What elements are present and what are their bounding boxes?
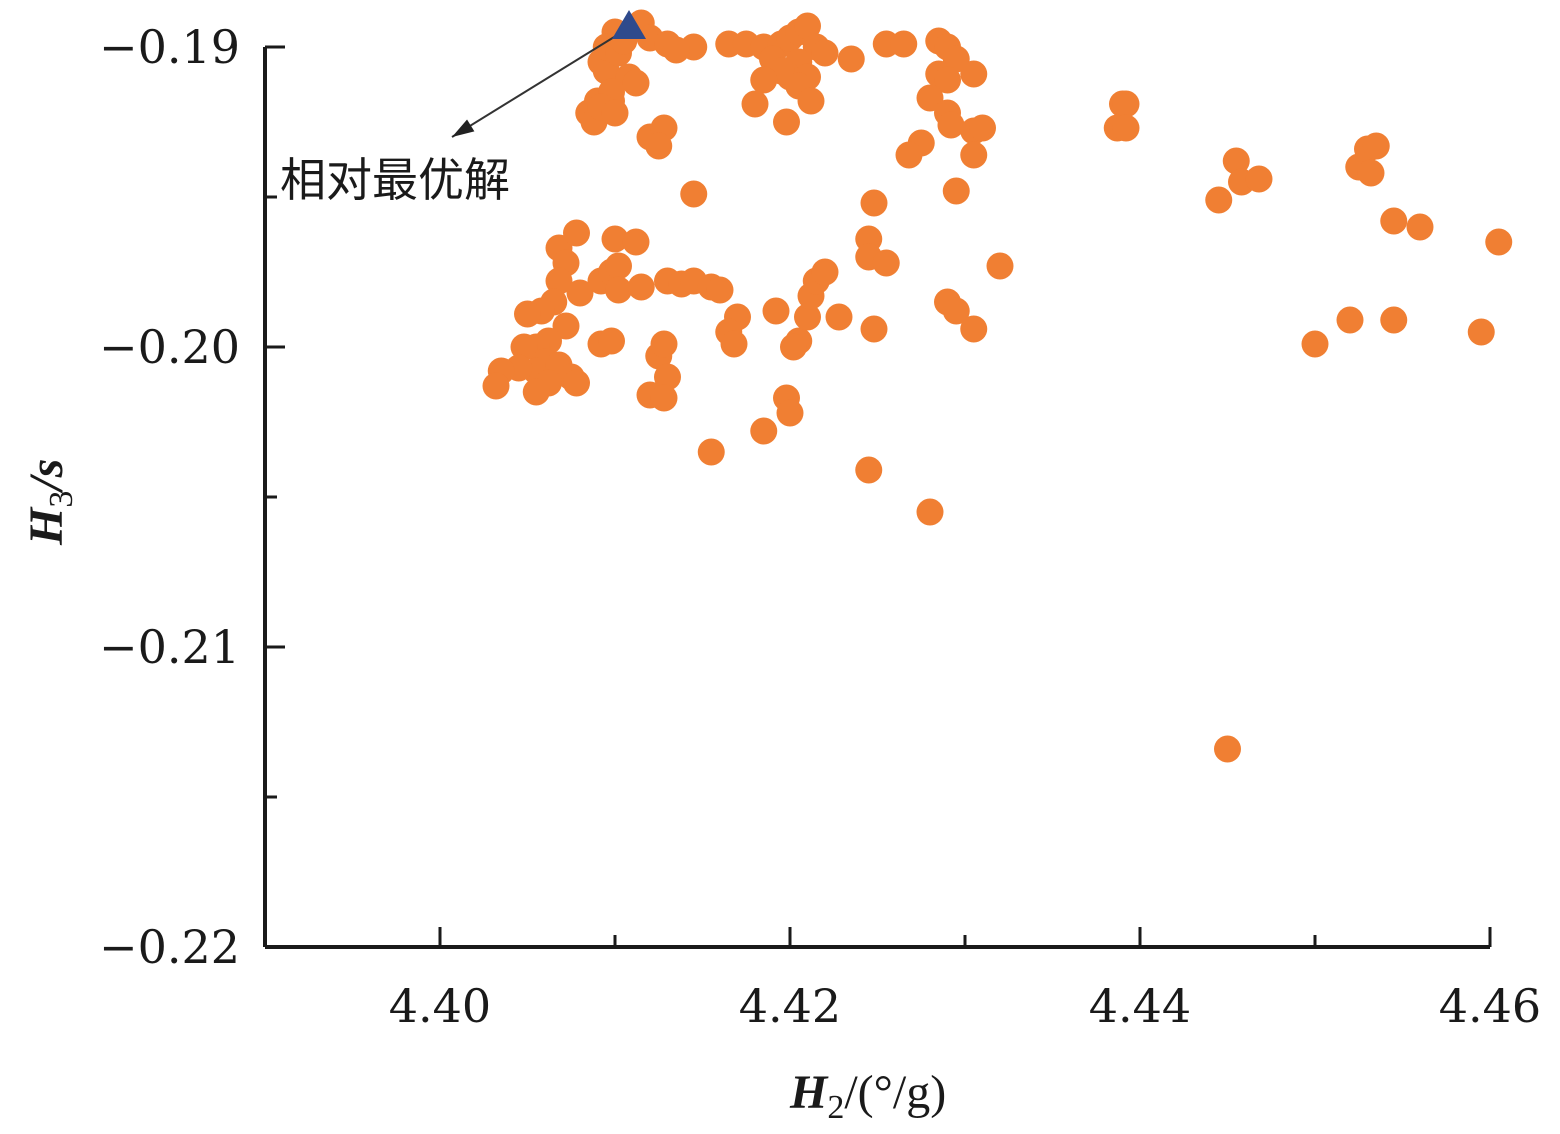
y-axis-title: H3/s bbox=[20, 459, 80, 546]
scatter-point bbox=[545, 267, 573, 295]
annotation-arrow bbox=[451, 33, 620, 138]
x-tick-label: 4.40 bbox=[389, 979, 491, 1033]
scatter-point bbox=[627, 273, 655, 301]
scatter-point bbox=[1485, 228, 1513, 256]
scatter-point bbox=[1222, 147, 1250, 175]
scatter-point bbox=[720, 330, 748, 358]
scatter-point bbox=[860, 189, 888, 217]
scatter-point bbox=[1380, 306, 1408, 334]
scatter-point bbox=[780, 333, 807, 361]
x-tick-label: 4.44 bbox=[1089, 979, 1191, 1033]
scatter-point bbox=[937, 111, 965, 139]
ticks: 4.40 4.42 4.44 4.46 −0.19 −0.20 −0.21 −0.22 bbox=[99, 20, 1541, 1033]
x-axis-sub: 2 bbox=[827, 1089, 844, 1126]
scatter-point bbox=[1357, 159, 1385, 187]
scatter-point bbox=[960, 315, 988, 343]
scatter-point bbox=[762, 297, 790, 325]
scatter-point bbox=[942, 297, 970, 325]
scatter-point bbox=[837, 45, 865, 73]
data-points bbox=[482, 9, 1513, 763]
scatter-point bbox=[566, 279, 594, 307]
scatter-point bbox=[797, 87, 825, 115]
optimum-marker-icon bbox=[612, 10, 646, 39]
annotation-text: 相对最优解 bbox=[280, 153, 510, 207]
scatter-point bbox=[750, 66, 778, 94]
scatter-point bbox=[825, 303, 853, 331]
scatter-point bbox=[1301, 330, 1329, 358]
scatter-point bbox=[960, 141, 988, 169]
scatter-point bbox=[1112, 114, 1140, 142]
scatter-point bbox=[969, 114, 996, 142]
scatter-point bbox=[563, 219, 590, 247]
scatter-point bbox=[741, 90, 769, 118]
y-tick-label: −0.20 bbox=[99, 320, 240, 374]
scatter-point bbox=[1467, 318, 1495, 346]
scatter-point bbox=[776, 399, 804, 427]
scatter-point bbox=[605, 276, 632, 304]
scatter-point bbox=[895, 141, 923, 169]
scatter-point bbox=[706, 276, 734, 304]
scatter-point bbox=[794, 12, 821, 40]
scatter-point bbox=[750, 417, 778, 445]
scatter-point bbox=[601, 225, 629, 253]
scatter-point bbox=[773, 108, 800, 136]
scatter-point bbox=[942, 177, 970, 205]
scatter-point bbox=[482, 372, 510, 400]
scatter-point bbox=[916, 84, 944, 112]
scatter-point bbox=[872, 249, 900, 277]
scatter-point bbox=[510, 333, 538, 361]
scatter-point bbox=[697, 438, 725, 466]
scatter-point bbox=[654, 363, 681, 391]
scatter-point bbox=[622, 69, 650, 97]
y-axis-unit: /s bbox=[20, 459, 73, 494]
scatter-point bbox=[811, 258, 839, 286]
scatter-point bbox=[622, 228, 650, 256]
y-tick-label: −0.19 bbox=[99, 20, 240, 74]
scatter-point bbox=[986, 252, 1014, 280]
scatter-point bbox=[960, 60, 988, 88]
scatter-point bbox=[1362, 132, 1390, 160]
scatter-point bbox=[811, 39, 839, 67]
x-tick-label: 4.46 bbox=[1439, 979, 1541, 1033]
x-axis-unit: /(°/g) bbox=[844, 1066, 946, 1119]
scatter-point bbox=[605, 252, 632, 280]
scatter-point bbox=[522, 378, 550, 406]
scatter-point bbox=[1380, 207, 1408, 235]
scatter-point bbox=[942, 45, 970, 73]
scatter-point bbox=[1112, 90, 1140, 118]
scatter-point bbox=[680, 180, 708, 208]
annotation-arrowhead bbox=[452, 119, 475, 137]
scatter-point bbox=[890, 30, 918, 58]
y-axis-sub: 3 bbox=[43, 491, 80, 508]
x-tick-label: 4.42 bbox=[739, 979, 841, 1033]
annotation: 相对最优解 bbox=[280, 33, 620, 207]
y-tick-label: −0.21 bbox=[99, 620, 240, 674]
y-tick-label: −0.22 bbox=[99, 920, 240, 974]
scatter-point bbox=[1406, 213, 1434, 241]
x-axis-var: H bbox=[789, 1066, 829, 1119]
scatter-point bbox=[563, 369, 590, 397]
scatter-point bbox=[860, 315, 888, 343]
scatter-point bbox=[601, 99, 629, 127]
scatter-point bbox=[1214, 735, 1241, 763]
scatter-point bbox=[514, 300, 541, 328]
scatter-point bbox=[1205, 186, 1233, 214]
scatter-point bbox=[916, 498, 944, 526]
scatter-point bbox=[650, 384, 678, 412]
scatter-point bbox=[598, 327, 625, 355]
y-axis-var: H bbox=[20, 506, 73, 546]
scatter-point bbox=[662, 36, 690, 64]
scatter-point bbox=[934, 66, 961, 94]
scatter-point bbox=[1245, 165, 1273, 193]
x-axis-title: H2/(°/g) bbox=[789, 1066, 946, 1126]
scatter-point bbox=[794, 303, 821, 331]
scatter-point bbox=[552, 312, 580, 340]
scatter-point bbox=[1336, 306, 1364, 334]
scatter-point bbox=[645, 132, 673, 160]
scatter-point bbox=[650, 330, 678, 358]
scatter-point bbox=[855, 456, 883, 484]
